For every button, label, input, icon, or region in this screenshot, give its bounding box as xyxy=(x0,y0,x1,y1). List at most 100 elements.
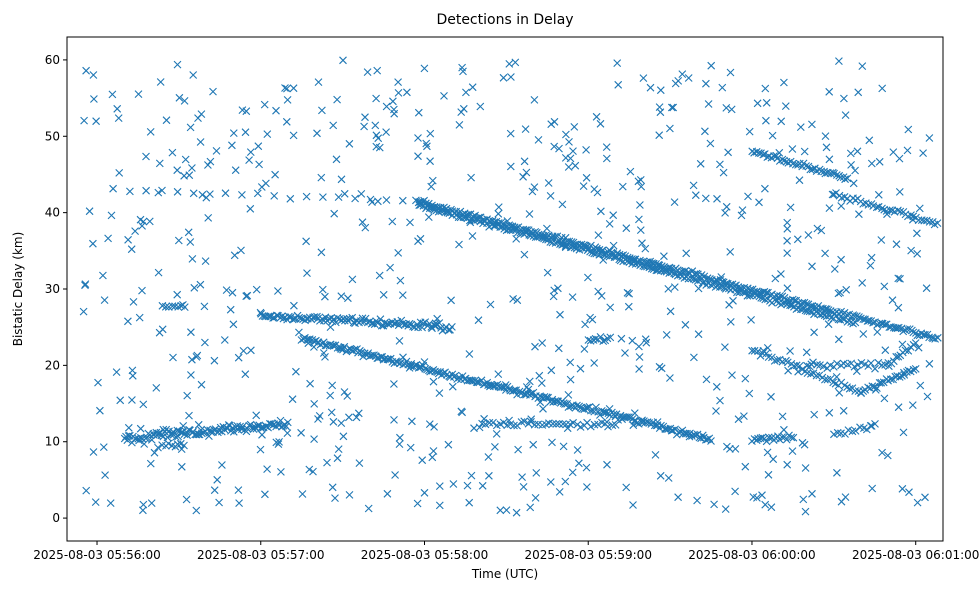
data-point xyxy=(485,418,494,427)
data-point xyxy=(168,148,177,157)
data-point xyxy=(281,84,289,92)
y-axis-label: Bistatic Delay (km) xyxy=(11,232,25,347)
data-point xyxy=(543,268,552,277)
data-point xyxy=(835,388,844,397)
data-point xyxy=(306,379,314,388)
data-point xyxy=(253,421,262,430)
data-point xyxy=(252,285,261,294)
data-point xyxy=(468,83,477,92)
data-point xyxy=(425,420,434,428)
data-point xyxy=(923,392,932,401)
data-point xyxy=(275,438,283,446)
data-point xyxy=(124,423,133,432)
data-point xyxy=(808,262,816,271)
data-point xyxy=(641,335,650,344)
data-point xyxy=(886,206,894,215)
data-point xyxy=(467,471,476,480)
data-point xyxy=(664,474,673,482)
data-point xyxy=(295,328,303,337)
data-point xyxy=(693,277,702,285)
data-point xyxy=(783,284,792,293)
data-point xyxy=(866,421,875,430)
data-point xyxy=(185,411,193,420)
data-point xyxy=(416,234,425,243)
data-point xyxy=(517,418,526,426)
data-point xyxy=(762,98,771,107)
data-point xyxy=(570,243,579,252)
data-point xyxy=(187,328,195,337)
data-point xyxy=(594,231,603,239)
data-point xyxy=(382,128,390,136)
data-point xyxy=(352,413,361,422)
data-point xyxy=(891,324,900,332)
data-point xyxy=(913,229,921,238)
data-point xyxy=(204,161,212,169)
data-point xyxy=(511,58,520,67)
data-point xyxy=(326,323,335,331)
data-point xyxy=(573,446,582,454)
data-point xyxy=(428,453,437,462)
data-point xyxy=(512,508,521,517)
data-point xyxy=(505,60,514,68)
data-point xyxy=(656,86,665,95)
data-point xyxy=(483,219,491,228)
data-point xyxy=(457,108,466,116)
data-point xyxy=(539,404,547,413)
data-point xyxy=(874,190,883,199)
data-point xyxy=(486,382,494,391)
data-point xyxy=(576,364,585,373)
data-point xyxy=(817,167,826,176)
data-point xyxy=(348,275,357,284)
data-point xyxy=(808,165,817,174)
data-point xyxy=(485,471,493,480)
data-point xyxy=(825,155,834,164)
data-point xyxy=(423,142,431,151)
data-point xyxy=(603,334,612,343)
y-tick-label: 20 xyxy=(45,358,60,372)
data-point xyxy=(194,114,202,122)
data-point xyxy=(357,190,366,198)
data-point xyxy=(89,71,98,79)
data-point xyxy=(285,312,293,321)
data-point xyxy=(573,401,581,410)
data-point xyxy=(579,244,587,253)
data-point xyxy=(361,113,369,122)
data-point xyxy=(480,414,488,423)
data-point xyxy=(128,366,137,375)
data-point xyxy=(762,116,770,125)
data-point xyxy=(198,190,207,199)
data-point xyxy=(201,257,210,265)
data-point xyxy=(837,255,845,264)
data-point xyxy=(526,503,535,512)
data-point xyxy=(486,300,495,309)
data-point xyxy=(745,127,754,136)
data-point xyxy=(761,184,769,193)
data-point xyxy=(129,298,138,306)
data-point xyxy=(146,128,155,136)
data-point xyxy=(790,362,798,370)
data-point xyxy=(326,391,335,400)
data-point xyxy=(694,330,703,339)
data-point xyxy=(898,484,907,493)
data-point xyxy=(334,193,343,201)
data-point xyxy=(721,209,729,217)
data-point xyxy=(685,432,694,441)
data-point xyxy=(374,134,383,143)
data-point xyxy=(593,188,602,197)
data-point xyxy=(629,255,638,264)
data-point xyxy=(310,343,318,351)
data-point xyxy=(800,440,809,449)
data-point xyxy=(283,418,292,427)
data-point xyxy=(288,395,297,404)
data-point xyxy=(113,104,122,113)
data-point xyxy=(463,481,472,490)
data-point xyxy=(181,155,190,164)
data-point xyxy=(817,226,826,235)
data-point xyxy=(337,175,346,184)
data-point xyxy=(716,396,724,405)
x-tick-label: 2025-08-03 05:59:00 xyxy=(525,548,652,562)
x-axis: 2025-08-03 05:56:00 2025-08-03 05:57:00 20… xyxy=(33,541,979,562)
data-point xyxy=(601,251,610,259)
data-point xyxy=(721,343,729,351)
